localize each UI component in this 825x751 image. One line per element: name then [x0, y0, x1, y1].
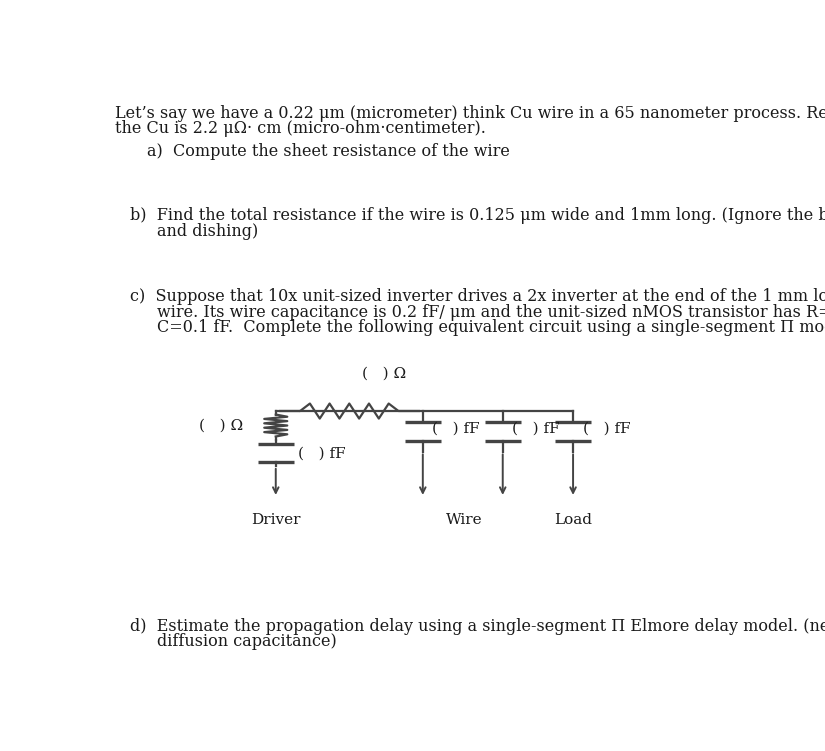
Text: Load: Load: [554, 514, 592, 527]
Text: the Cu is 2.2 μΩ· cm (micro-ohm·centimeter).: the Cu is 2.2 μΩ· cm (micro-ohm·centimet…: [115, 120, 485, 137]
Text: C=0.1 fF.  Complete the following equivalent circuit using a single-segment Π mo: C=0.1 fF. Complete the following equival…: [158, 319, 825, 336]
Text: d)  Estimate the propagation delay using a single-segment Π Elmore delay model. : d) Estimate the propagation delay using …: [130, 617, 825, 635]
Text: diffusion capacitance): diffusion capacitance): [158, 633, 337, 650]
Text: b)  Find the total resistance if the wire is 0.125 μm wide and 1mm long. (Ignore: b) Find the total resistance if the wire…: [130, 207, 825, 224]
Text: a)  Compute the sheet resistance of the wire: a) Compute the sheet resistance of the w…: [147, 143, 510, 160]
Text: (   ) fF: ( ) fF: [512, 421, 560, 436]
Text: (   ) Ω: ( ) Ω: [200, 418, 243, 433]
Text: wire. Its wire capacitance is 0.2 fF/ μm and the unit-sized nMOS transistor has : wire. Its wire capacitance is 0.2 fF/ μm…: [158, 303, 825, 321]
Text: c)  Suppose that 10x unit-sized inverter drives a 2x inverter at the end of the : c) Suppose that 10x unit-sized inverter …: [130, 288, 825, 305]
Text: (   ) fF: ( ) fF: [432, 421, 480, 436]
Text: (   ) Ω: ( ) Ω: [362, 366, 407, 381]
Text: Driver: Driver: [251, 514, 300, 527]
Text: (   ) fF: ( ) fF: [298, 446, 346, 460]
Text: Wire: Wire: [446, 514, 483, 527]
Text: (   ) fF: ( ) fF: [582, 421, 630, 436]
Text: Let’s say we have a 0.22 μm (micrometer) think Cu wire in a 65 nanometer process: Let’s say we have a 0.22 μm (micrometer)…: [115, 104, 825, 122]
Text: and dishing): and dishing): [158, 222, 259, 240]
